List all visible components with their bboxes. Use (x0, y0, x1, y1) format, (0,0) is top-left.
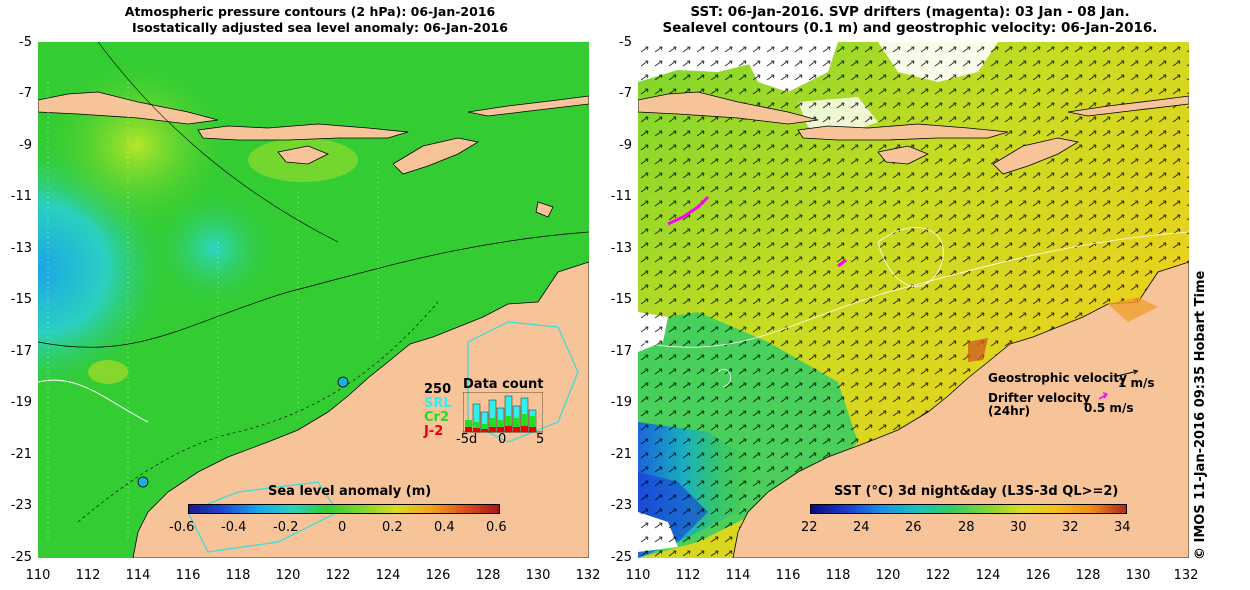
geo-velocity-scale: 1 m/s (1118, 376, 1155, 390)
sst-colorbar-tick: 28 (958, 520, 975, 535)
data-count-x-label: 5 (536, 432, 545, 447)
sla-colorbar-tick: -0.6 (169, 520, 195, 535)
sea-level-anomaly-map: 250 SRL Cr2 J-2 Data count -5d 0 5 Sea l… (38, 42, 589, 558)
y-tick: -23 (610, 498, 632, 513)
y-tick: -15 (10, 292, 32, 307)
x-tick: 116 (775, 568, 801, 583)
y-tick: -17 (10, 344, 32, 359)
data-count-chart (463, 392, 543, 433)
sst-map: Geostrophic velocity 1 m/s Drifter veloc… (638, 42, 1189, 558)
drifter-velocity-label: Drifter velocity (988, 391, 1091, 405)
sla-colorbar-tick: 0 (338, 520, 347, 535)
drifter-velocity-scale: 0.5 m/s (1084, 401, 1134, 415)
sst-colorbar-tick: 24 (853, 520, 870, 535)
x-tick: 110 (25, 568, 51, 583)
y-tick: -9 (19, 138, 32, 153)
imos-credit: © IMOS 11-Jan-2016 09:35 Hobart Time (1193, 270, 1208, 560)
x-tick: 128 (475, 568, 501, 583)
data-count-title: Data count (463, 377, 544, 392)
data-count-x-label: 0 (498, 432, 507, 447)
y-tick: -9 (619, 138, 632, 153)
y-tick: -13 (610, 241, 632, 256)
y-tick: -19 (610, 395, 632, 410)
y-tick: -25 (610, 550, 632, 565)
y-tick: -5 (619, 35, 632, 50)
x-tick: 126 (1025, 568, 1051, 583)
sla-colorbar-tick: -0.2 (273, 520, 299, 535)
series-j2: J-2 (424, 424, 444, 439)
x-tick: 122 (925, 568, 951, 583)
sst-colorbar (810, 504, 1127, 514)
x-tick: 130 (525, 568, 551, 583)
y-tick: -11 (610, 189, 632, 204)
left-title-line2: Isostatically adjusted sea level anomaly… (132, 20, 508, 35)
y-tick: -17 (610, 344, 632, 359)
series-srl: SRL (424, 396, 452, 411)
x-tick: 122 (325, 568, 351, 583)
x-tick: 114 (125, 568, 151, 583)
y-tick: -21 (610, 447, 632, 462)
y-tick: -21 (10, 447, 32, 462)
sla-colorbar-tick: -0.4 (221, 520, 247, 535)
y-tick: -25 (10, 550, 32, 565)
sla-colorbar-label: Sea level anomaly (m) (268, 484, 432, 499)
y-tick: -11 (10, 189, 32, 204)
x-tick: 110 (625, 568, 651, 583)
x-tick: 132 (575, 568, 601, 583)
left-title-line1: Atmospheric pressure contours (2 hPa): 0… (124, 4, 496, 19)
x-tick: 120 (275, 568, 301, 583)
x-tick: 118 (225, 568, 251, 583)
sst-colorbar-tick: 30 (1010, 520, 1027, 535)
sst-colorbar-tick: 34 (1114, 520, 1131, 535)
drifter-velocity-label-line2: (24hr) (988, 404, 1031, 418)
x-tick: 124 (375, 568, 401, 583)
x-tick: 116 (175, 568, 201, 583)
x-tick: 126 (425, 568, 451, 583)
x-tick: 112 (675, 568, 701, 583)
data-count-x-label: -5d (456, 432, 478, 447)
x-tick: 118 (825, 568, 851, 583)
sla-colorbar (188, 504, 500, 514)
right-title-line1: SST: 06-Jan-2016. SVP drifters (magenta)… (690, 4, 1130, 20)
y-tick: -19 (10, 395, 32, 410)
y-tick: -13 (10, 241, 32, 256)
x-tick: 130 (1125, 568, 1151, 583)
y-tick: -7 (19, 86, 32, 101)
x-tick: 124 (975, 568, 1001, 583)
drifter-arrow-icon (1098, 392, 1108, 400)
x-tick: 114 (725, 568, 751, 583)
sla-colorbar-tick: 0.6 (486, 520, 507, 535)
y-tick: -7 (619, 86, 632, 101)
data-count-max: 250 (424, 382, 452, 397)
y-tick: -23 (10, 498, 32, 513)
y-tick: -5 (19, 35, 32, 50)
x-tick: 120 (875, 568, 901, 583)
right-title-line2: Sealevel contours (0.1 m) and geostrophi… (662, 20, 1158, 36)
y-tick: -15 (610, 292, 632, 307)
sla-colorbar-tick: 0.4 (434, 520, 455, 535)
sst-colorbar-label: SST (°C) 3d night&day (L3S-3d QL>=2) (834, 484, 1119, 499)
geo-velocity-arrow-icon (1116, 369, 1139, 377)
sst-colorbar-tick: 32 (1062, 520, 1079, 535)
x-tick: 132 (1173, 568, 1199, 583)
sst-colorbar-tick: 22 (801, 520, 818, 535)
series-cr2: Cr2 (424, 410, 449, 425)
x-tick: 112 (75, 568, 101, 583)
sla-colorbar-tick: 0.2 (382, 520, 403, 535)
x-tick: 128 (1075, 568, 1101, 583)
sst-colorbar-tick: 26 (905, 520, 922, 535)
geo-velocity-label: Geostrophic velocity (988, 371, 1127, 385)
